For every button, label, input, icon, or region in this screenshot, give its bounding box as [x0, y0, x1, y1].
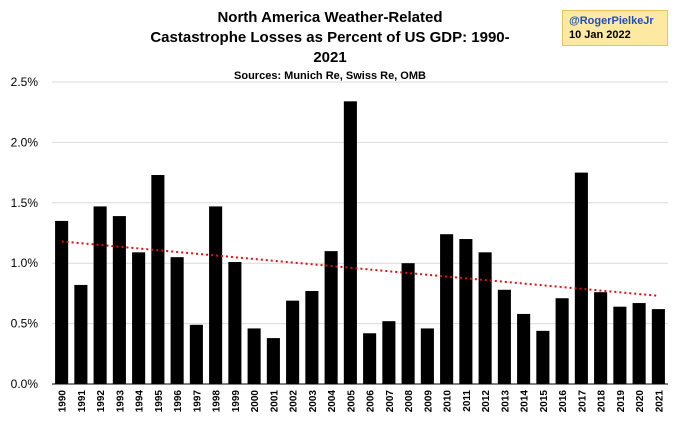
x-tick-label: 1992: [96, 390, 107, 413]
x-tick-label: 2021: [654, 390, 665, 413]
bar: [382, 321, 396, 384]
bar: [151, 175, 165, 384]
y-tick-label: 2.5%: [11, 75, 39, 89]
x-tick-label: 2019: [616, 390, 627, 413]
bar: [286, 300, 300, 384]
x-tick-label: 2013: [500, 390, 511, 413]
x-tick-label: 1997: [192, 390, 203, 413]
y-tick-label: 2.0%: [11, 135, 39, 149]
bar: [170, 257, 184, 384]
x-tick-label: 1994: [135, 390, 146, 413]
chart-title-block: North America Weather-Related Castastrop…: [150, 8, 510, 84]
bar: [132, 252, 146, 384]
bar: [363, 333, 377, 384]
x-tick-label: 2020: [635, 390, 646, 413]
bar: [74, 284, 88, 384]
bar: [420, 328, 434, 384]
y-tick-label: 0.0%: [11, 377, 39, 391]
bar: [112, 216, 126, 384]
x-tick-label: 2001: [269, 390, 280, 413]
bar: [305, 290, 319, 384]
y-tick-label: 1.5%: [11, 196, 39, 210]
x-tick-label: 2004: [327, 390, 338, 413]
x-tick-label: 1991: [77, 390, 88, 413]
x-tick-label: 2000: [250, 390, 261, 413]
x-tick-label: 2006: [366, 390, 377, 413]
bar: [55, 220, 69, 384]
chart-subtitle: Sources: Munich Re, Swiss Re, OMB: [234, 70, 426, 82]
x-tick-label: 2015: [539, 390, 550, 413]
x-tick-label: 2002: [289, 390, 300, 413]
bar: [497, 289, 511, 384]
x-axis-ticks: 1990 1991 1992 1993 1994 1995 1996 1997 1998 1999…: [58, 390, 666, 413]
bar: [324, 251, 338, 384]
x-tick-label: 1995: [154, 390, 165, 413]
bar: [228, 261, 242, 384]
credit-box: @RogerPielkeJr 10 Jan 2022: [562, 10, 668, 46]
bar: [189, 324, 203, 384]
bar: [343, 101, 357, 384]
x-tick-label: 1999: [231, 390, 242, 413]
x-tick-label: 2014: [520, 390, 531, 413]
bar: [632, 303, 646, 384]
x-tick-label: 2003: [308, 390, 319, 413]
x-tick-label: 2011: [462, 390, 473, 412]
bar: [93, 206, 107, 384]
x-tick-label: 2009: [423, 390, 434, 413]
bar: [209, 206, 223, 384]
x-tick-label: 2012: [481, 390, 492, 413]
bar: [574, 172, 588, 384]
bar: [555, 298, 569, 384]
bar: [247, 328, 261, 384]
y-tick-label: 0.5%: [11, 317, 39, 331]
credit-date: 10 Jan 2022: [569, 29, 631, 41]
x-tick-label: 2016: [558, 390, 569, 413]
bar: [536, 330, 550, 384]
y-axis-ticks: 0.0% 0.5% 1.0% 1.5% 2.0% 2.5%: [11, 75, 39, 391]
bar: [478, 252, 492, 384]
trendline: [61, 240, 659, 297]
x-tick-label: 2017: [577, 390, 588, 413]
bar: [613, 306, 627, 384]
y-tick-label: 1.0%: [11, 256, 39, 270]
bar: [266, 338, 280, 384]
x-tick-label: 2008: [404, 390, 415, 413]
chart-title-line2: Castastrophe Losses as Percent of US GDP…: [150, 29, 510, 66]
x-tick-label: 1993: [115, 390, 126, 413]
bar: [459, 239, 473, 384]
x-tick-label: 2018: [597, 390, 608, 413]
x-tick-label: 2010: [443, 390, 454, 413]
bar: [440, 234, 454, 384]
x-tick-label: 1996: [173, 390, 184, 413]
credit-handle: @RogerPielkeJr: [569, 15, 654, 27]
x-tick-label: 2005: [346, 390, 357, 413]
x-tick-label: 1990: [58, 390, 69, 413]
bar: [401, 263, 415, 384]
chart-title-line1: North America Weather-Related: [217, 9, 443, 26]
x-tick-label: 2007: [385, 390, 396, 413]
bar: [651, 309, 665, 384]
bar: [517, 313, 531, 384]
bars: [55, 101, 665, 384]
bar: [594, 292, 608, 384]
x-tick-label: 1998: [212, 390, 223, 413]
